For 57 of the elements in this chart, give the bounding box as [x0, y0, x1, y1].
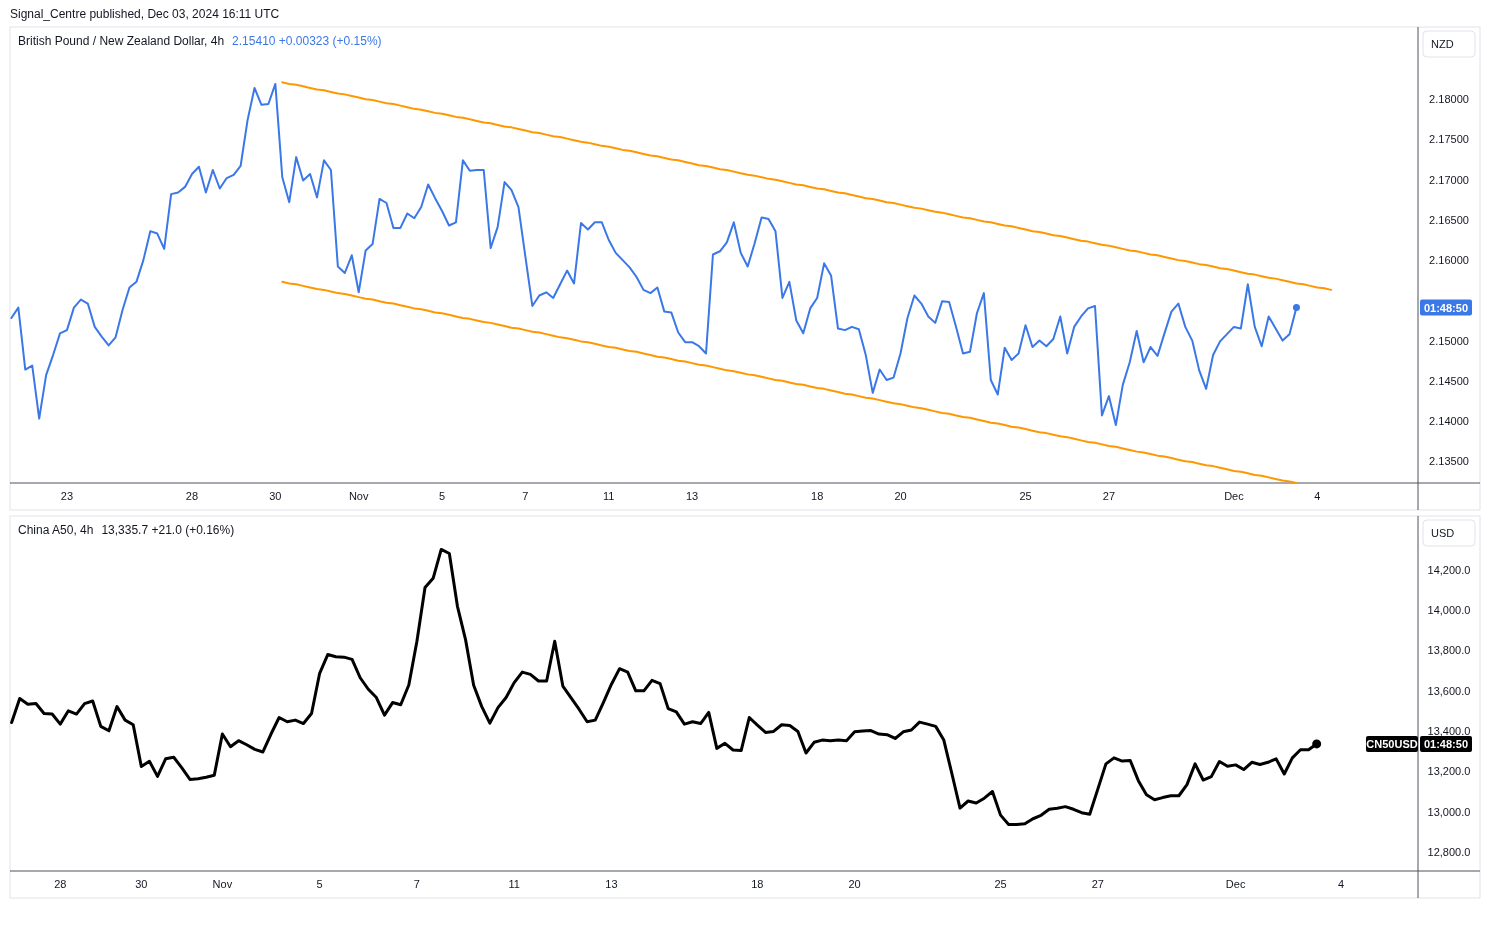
x-tick-label: 5: [438, 490, 446, 502]
x-tick-label: 11: [508, 878, 520, 890]
x-tick-label: 20: [894, 490, 907, 502]
x-tick-label: 25: [1019, 490, 1032, 502]
x-tick-label: 11: [603, 490, 615, 502]
y-tick-label: 13,400.0: [1427, 725, 1471, 738]
text: 01:48:50: [1423, 301, 1469, 314]
chart-title: British Pound / New Zealand Dollar, 4h: [18, 34, 225, 48]
annotation: CN50USD: [1366, 737, 1418, 750]
x-tick-label: 27: [1091, 878, 1104, 890]
y-tick-label: 14,000.0: [1427, 603, 1471, 616]
y-tick-label: 2.17000: [1429, 173, 1469, 186]
y-tick-label: 13,200.0: [1427, 765, 1471, 778]
line-series: [281, 280, 1298, 483]
x-tick-label: 13: [685, 490, 699, 502]
x-tick-label: 30: [269, 490, 282, 502]
y-tick-label: 2.16500: [1429, 213, 1469, 226]
x-tick-label: 4: [1337, 878, 1345, 890]
text: 01:48:50: [1423, 737, 1469, 750]
x-tick-label: 30: [135, 878, 148, 890]
chart-subtitle: 2.15410 +0.00323 (+0.15%): [232, 34, 382, 48]
y-tick-label: 2.18000: [1429, 93, 1469, 106]
line-series: [10, 82, 1298, 427]
y-tick-label: 2.16000: [1429, 254, 1469, 267]
line-series: [281, 81, 1333, 291]
x-tick-label: 7: [413, 878, 420, 890]
x-tick-label: 18: [811, 490, 824, 502]
y-tick-label: 2.14000: [1429, 415, 1469, 428]
chart-subtitle: 13,335.7 +21.0 (+0.16%): [101, 523, 235, 537]
x-tick-label: 25: [994, 878, 1007, 890]
y-tick-label: 13,000.0: [1427, 805, 1471, 818]
chart-title: China A50, 4h: [18, 523, 94, 537]
x-tick-label: 27: [1102, 490, 1116, 502]
y-axis-title: USD: [1431, 527, 1455, 539]
x-tick-label: Nov: [212, 878, 233, 890]
x-tick-label: Dec: [1225, 878, 1246, 890]
x-tick-label: 20: [848, 878, 861, 890]
x-tick-label: 5: [316, 878, 323, 890]
text: Signal_Centre published, Dec 03, 2024 16:11 UTC: [10, 7, 280, 21]
x-tick-label: 28: [54, 878, 67, 890]
x-tick-label: 13: [605, 878, 618, 890]
x-tick-label: Nov: [348, 490, 369, 502]
y-tick-label: 2.15000: [1429, 334, 1469, 347]
y-tick-label: 2.14500: [1429, 374, 1469, 387]
x-tick-label: 7: [522, 490, 529, 502]
y-tick-label: 14,200.0: [1427, 563, 1471, 576]
x-tick-label: 18: [751, 878, 764, 890]
x-tick-label: 4: [1314, 490, 1321, 502]
y-tick-label: 13,800.0: [1427, 644, 1471, 657]
y-tick-label: 13,600.0: [1427, 684, 1471, 697]
y-tick-label: 2.17500: [1429, 133, 1469, 146]
x-tick-label: 28: [185, 490, 199, 502]
x-tick-label: 23: [60, 490, 74, 502]
y-tick-label: 12,800.0: [1427, 846, 1471, 859]
x-tick-label: Dec: [1224, 490, 1245, 502]
y-tick-label: 2.13500: [1429, 455, 1469, 468]
y-axis-title: NZD: [1431, 38, 1454, 50]
